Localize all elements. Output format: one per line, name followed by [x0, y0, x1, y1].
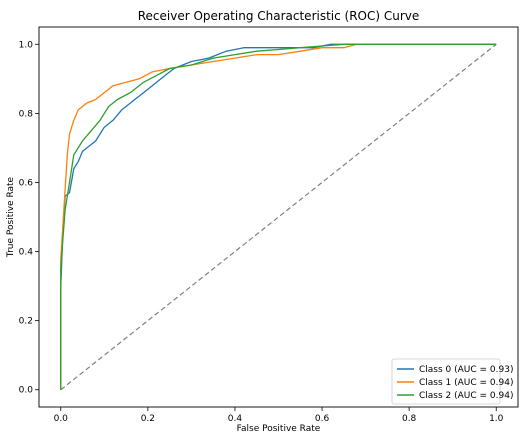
y-tick-label: 0.6: [19, 178, 34, 188]
y-tick-label: 0.0: [19, 386, 34, 396]
axes-layer: 0.0 0.2 0.4 0.6 0.8 1.0 0.0 0.2 0.4 0.6 0.8 1.0: [19, 40, 504, 424]
chance-diagonal-line: [60, 43, 497, 391]
x-tick-label: 0.4: [228, 414, 243, 424]
y-tick-label: 0.4: [19, 248, 34, 258]
x-axis-label: False Positive Rate: [237, 424, 321, 434]
plot-frame: [38, 26, 519, 408]
x-tick-label: 0.2: [141, 414, 155, 424]
legend-label-class-2: Class 2 (AUC = 0.94): [419, 391, 513, 401]
legend: Class 0 (AUC = 0.93) Class 1 (AUC = 0.94)…: [391, 358, 513, 405]
series-line-class-1: [60, 43, 497, 390]
y-tick-label: 0.2: [19, 317, 33, 327]
y-tick-label: 0.8: [19, 109, 34, 119]
plot-layer: [60, 43, 497, 391]
chart-title: Receiver Operating Characteristic (ROC) …: [138, 9, 420, 23]
x-tick-label: 1.0: [489, 414, 504, 424]
legend-box: [391, 358, 501, 405]
x-tick-label: 0.6: [315, 414, 330, 424]
legend-label-class-1: Class 1 (AUC = 0.94): [419, 378, 513, 388]
legend-label-class-0: Class 0 (AUC = 0.93): [419, 365, 513, 375]
x-tick-label: 0.0: [54, 414, 69, 424]
y-tick-label: 1.0: [19, 40, 34, 50]
series-line-class-2: [60, 43, 497, 390]
x-tick-label: 0.8: [402, 414, 417, 424]
y-axis-label: True Positive Rate: [6, 176, 16, 258]
